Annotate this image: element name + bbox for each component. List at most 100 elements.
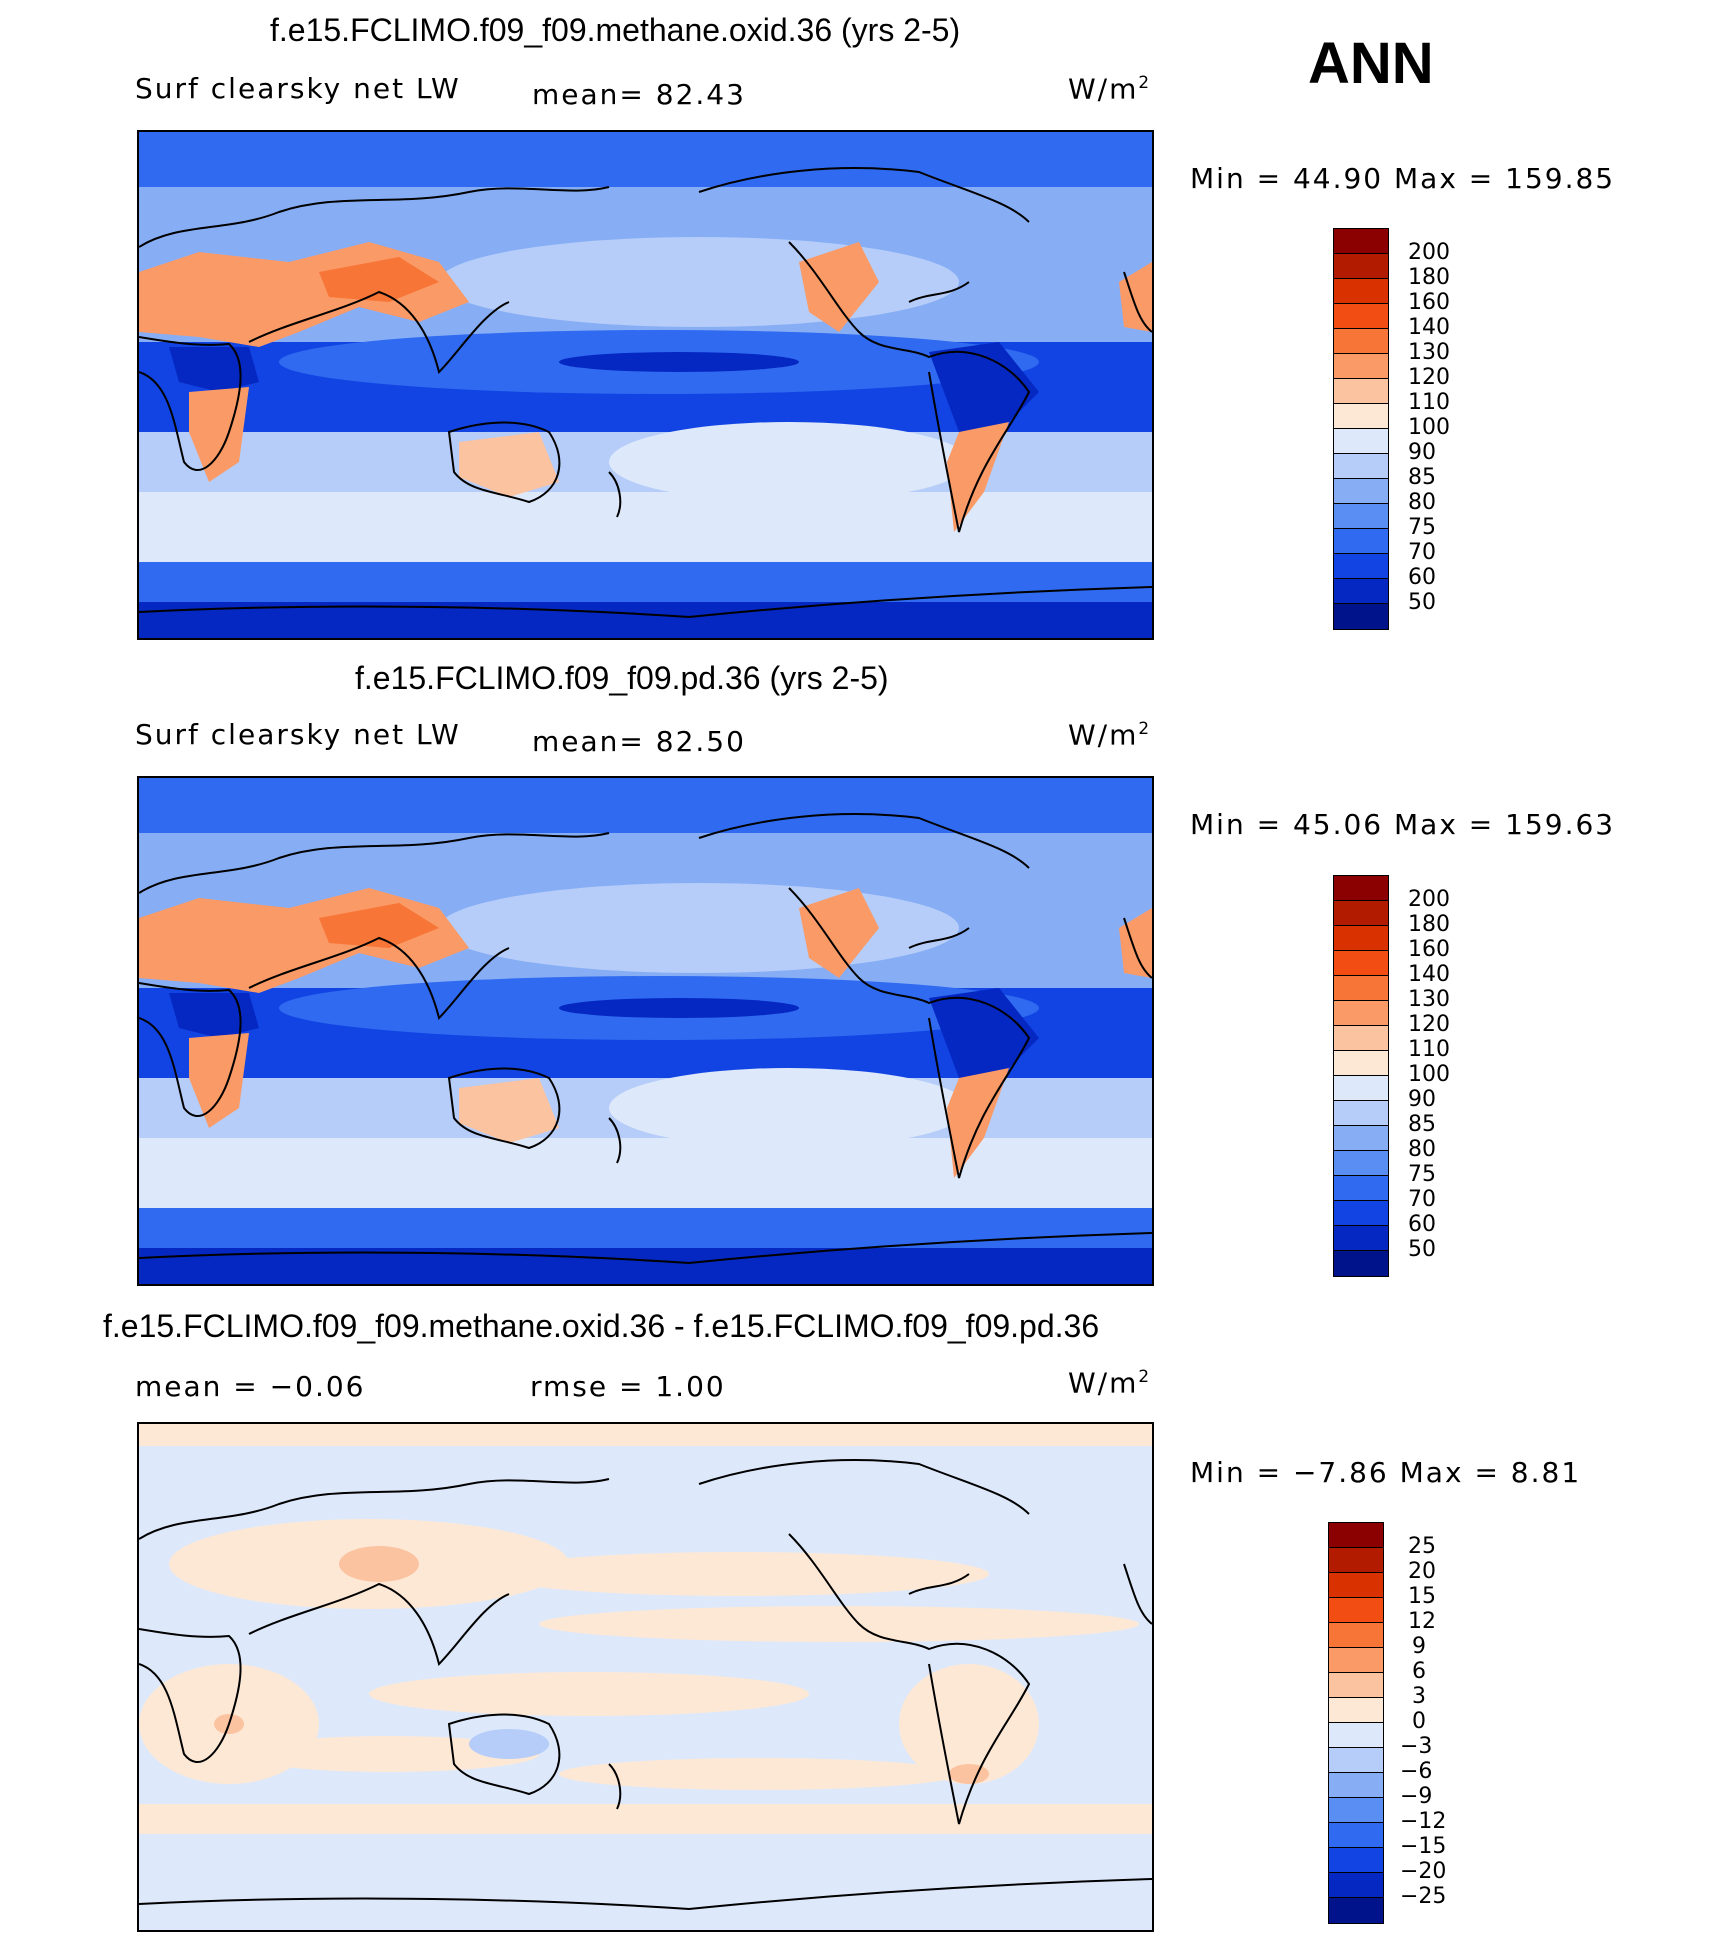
colorbar-1-tick: 140 xyxy=(1408,315,1450,340)
colorbar-1-cell xyxy=(1334,604,1388,629)
colorbar-1-cell xyxy=(1334,479,1388,504)
colorbar-3-cell xyxy=(1329,1548,1383,1573)
panel-3-map-graphic xyxy=(139,1424,1152,1930)
colorbar-1-cell xyxy=(1334,504,1388,529)
panel-3-colorbar xyxy=(1328,1522,1384,1924)
colorbar-3-cell xyxy=(1329,1673,1383,1698)
colorbar-3-tick: 6 xyxy=(1412,1659,1426,1684)
colorbar-1-cell xyxy=(1334,379,1388,404)
panel-1-map xyxy=(137,130,1154,640)
colorbar-2-tick: 90 xyxy=(1408,1087,1436,1112)
panel-1-colorbar xyxy=(1333,228,1389,630)
colorbar-3-cell xyxy=(1329,1873,1383,1898)
colorbar-1-tick: 110 xyxy=(1408,390,1450,415)
colorbar-3-cell xyxy=(1329,1598,1383,1623)
colorbar-3-tick: −9 xyxy=(1400,1784,1433,1809)
colorbar-3-cell xyxy=(1329,1723,1383,1748)
colorbar-2-tick: 80 xyxy=(1408,1137,1436,1162)
colorbar-3-cell xyxy=(1329,1648,1383,1673)
colorbar-3-cell xyxy=(1329,1698,1383,1723)
colorbar-1-cell xyxy=(1334,304,1388,329)
colorbar-2-tick: 130 xyxy=(1408,987,1450,1012)
panel-2-units: W/m2 xyxy=(1068,718,1152,752)
colorbar-1-cell xyxy=(1334,529,1388,554)
colorbar-2-cell xyxy=(1334,1226,1388,1251)
panel-2-title: f.e15.FCLIMO.f09_f09.pd.36 (yrs 2-5) xyxy=(355,660,889,696)
colorbar-2-tick: 140 xyxy=(1408,962,1450,987)
colorbar-2-cell xyxy=(1334,876,1388,901)
colorbar-2-cell xyxy=(1334,1176,1388,1201)
panel-1-mean: mean= 82.43 xyxy=(532,78,746,111)
panel-2-colorbar xyxy=(1333,875,1389,1277)
colorbar-2-tick: 160 xyxy=(1408,937,1450,962)
colorbar-2-tick: 70 xyxy=(1408,1187,1436,1212)
colorbar-3-tick: 3 xyxy=(1412,1684,1426,1709)
colorbar-3-tick: −15 xyxy=(1400,1834,1447,1859)
colorbar-2-cell xyxy=(1334,926,1388,951)
colorbar-3-tick: 0 xyxy=(1412,1709,1426,1734)
colorbar-1-cell xyxy=(1334,454,1388,479)
colorbar-1-tick: 100 xyxy=(1408,415,1450,440)
colorbar-2-cell xyxy=(1334,1101,1388,1126)
colorbar-2-tick: 180 xyxy=(1408,912,1450,937)
colorbar-2-cell xyxy=(1334,951,1388,976)
colorbar-2-cell xyxy=(1334,1051,1388,1076)
colorbar-1-tick: 130 xyxy=(1408,340,1450,365)
colorbar-2-cell xyxy=(1334,1151,1388,1176)
colorbar-2-cell xyxy=(1334,1201,1388,1226)
panel-2-variable-label: Surf clearsky net LW xyxy=(135,718,461,751)
colorbar-3-tick: 12 xyxy=(1408,1609,1436,1634)
colorbar-1-tick: 60 xyxy=(1408,565,1436,590)
colorbar-2-cell xyxy=(1334,1001,1388,1026)
colorbar-3-cell xyxy=(1329,1798,1383,1823)
panel-1-title: f.e15.FCLIMO.f09_f09.methane.oxid.36 (yr… xyxy=(270,12,961,48)
colorbar-3-cell xyxy=(1329,1773,1383,1798)
colorbar-1-tick: 200 xyxy=(1408,240,1450,265)
colorbar-3-cell xyxy=(1329,1848,1383,1873)
colorbar-1-tick: 180 xyxy=(1408,265,1450,290)
colorbar-3-tick: −3 xyxy=(1400,1734,1433,1759)
colorbar-3-cell xyxy=(1329,1823,1383,1848)
colorbar-1-cell xyxy=(1334,229,1388,254)
colorbar-3-tick: −25 xyxy=(1400,1884,1447,1909)
colorbar-2-cell xyxy=(1334,1026,1388,1051)
colorbar-2-cell xyxy=(1334,1251,1388,1276)
colorbar-2-tick: 60 xyxy=(1408,1212,1436,1237)
colorbar-1-cell xyxy=(1334,329,1388,354)
panel-3-mean: mean = −0.06 xyxy=(135,1370,366,1403)
colorbar-3-tick: 15 xyxy=(1408,1584,1436,1609)
colorbar-1-tick: 70 xyxy=(1408,540,1436,565)
colorbar-3-tick: 9 xyxy=(1412,1634,1426,1659)
panel-1-variable-label: Surf clearsky net LW xyxy=(135,72,461,105)
colorbar-1-cell xyxy=(1334,354,1388,379)
colorbar-1-tick: 120 xyxy=(1408,365,1450,390)
colorbar-3-cell xyxy=(1329,1748,1383,1773)
panel-1-map-graphic xyxy=(139,132,1152,638)
panel-2-map-graphic xyxy=(139,778,1152,1284)
panel-2-minmax: Min = 45.06 Max = 159.63 xyxy=(1190,808,1616,841)
panel-3-title: f.e15.FCLIMO.f09_f09.methane.oxid.36 - f… xyxy=(103,1308,1100,1344)
colorbar-1-tick: 85 xyxy=(1408,465,1436,490)
colorbar-3-tick: 25 xyxy=(1408,1534,1436,1559)
colorbar-1-cell xyxy=(1334,554,1388,579)
colorbar-2-tick: 75 xyxy=(1408,1162,1436,1187)
colorbar-3-tick: −12 xyxy=(1400,1809,1447,1834)
panel-3-rmse: rmse = 1.00 xyxy=(530,1370,726,1403)
panel-2-mean: mean= 82.50 xyxy=(532,725,746,758)
panel-1-minmax: Min = 44.90 Max = 159.85 xyxy=(1190,162,1616,195)
panel-3-units: W/m2 xyxy=(1068,1366,1152,1400)
colorbar-3-tick: −20 xyxy=(1400,1859,1447,1884)
panel-3-map xyxy=(137,1422,1154,1932)
colorbar-3-cell xyxy=(1329,1523,1383,1548)
colorbar-3-tick: 20 xyxy=(1408,1559,1436,1584)
colorbar-1-cell xyxy=(1334,254,1388,279)
colorbar-1-tick: 75 xyxy=(1408,515,1436,540)
colorbar-1-cell xyxy=(1334,279,1388,304)
season-label: ANN xyxy=(1308,31,1434,96)
colorbar-3-cell xyxy=(1329,1623,1383,1648)
colorbar-2-tick: 100 xyxy=(1408,1062,1450,1087)
colorbar-2-tick: 200 xyxy=(1408,887,1450,912)
colorbar-1-cell xyxy=(1334,579,1388,604)
colorbar-2-cell xyxy=(1334,901,1388,926)
colorbar-2-cell xyxy=(1334,976,1388,1001)
